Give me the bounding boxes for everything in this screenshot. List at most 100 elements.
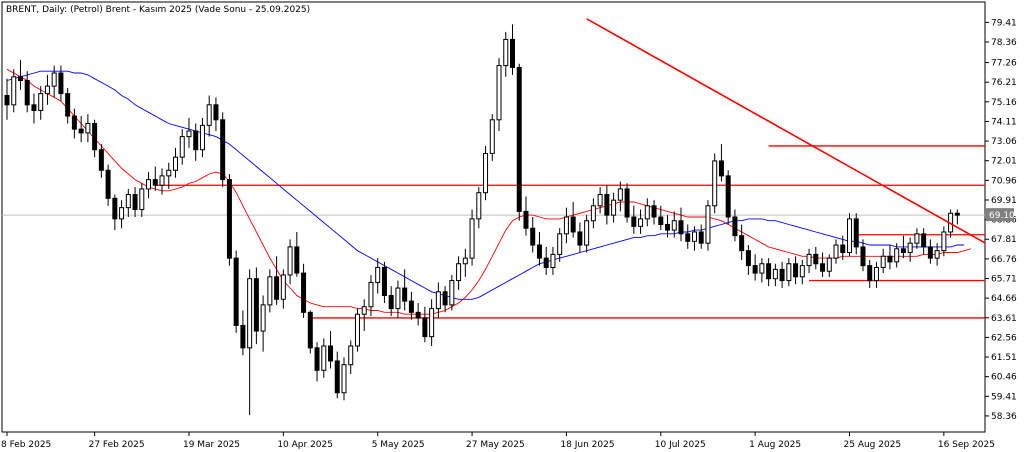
candle-body [456,263,462,282]
y-tick-label: 73.06 [991,137,1017,147]
candle-body [880,255,886,268]
candle-body [611,199,617,216]
candle-body [691,231,697,242]
y-tick-label: 70.96 [991,176,1017,186]
candle-body [321,345,327,371]
candle-body [550,253,556,268]
candle-body [253,278,259,332]
candle-body [678,220,684,235]
candle-body [489,119,495,154]
candle-body [17,76,23,82]
candle-body [287,246,293,276]
candle-body [718,160,724,177]
x-tick-label: 10 Jul 2025 [655,440,706,450]
candle-body [563,216,569,235]
candle-body [853,218,859,248]
x-tick-label: 16 Sep 2025 [938,440,995,450]
candle-body [570,216,576,233]
candle-body [429,308,435,338]
candle-body [766,263,772,280]
candle-body [510,38,515,68]
candle-body [267,276,273,306]
candle-body [65,93,71,117]
candle-body [206,104,212,126]
candle-body [806,253,812,267]
candle-body [92,123,98,151]
y-tick-label: 61.51 [991,353,1017,363]
candle-body [240,324,246,349]
candle-body [112,197,118,220]
current-price-tag [986,208,1014,222]
candle-body [665,223,671,231]
candle-body [557,233,563,255]
candle-body [179,136,185,158]
candle-body [894,248,900,263]
candle-body [233,257,239,326]
candle-body [658,216,664,225]
candle-body [442,291,448,306]
candle-body [152,179,158,186]
candle-body [530,227,536,246]
y-tick-label: 76.21 [991,78,1017,88]
candle-body [173,156,178,171]
y-tick-label: 78.36 [991,38,1017,48]
candle-body [348,345,354,366]
y-tick-label: 79.41 [991,18,1017,28]
candle-body [31,104,37,111]
candle-body [247,278,253,349]
candle-body [860,246,866,267]
candle-body [921,233,927,248]
candle-body [833,244,839,259]
candle-body [597,194,603,207]
y-tick-label: 60.46 [991,373,1017,383]
x-tick-label: 27 May 2025 [466,440,525,450]
candle-body [375,266,381,283]
y-tick-label: 59.41 [991,392,1017,402]
candle-body [651,205,657,218]
candle-body [334,360,340,394]
candle-body [840,244,846,254]
candle-body [213,104,219,121]
candle-body [934,250,940,259]
candle-body [301,272,307,313]
candle-body [274,276,280,300]
x-tick-label: 18 Jun 2025 [560,440,614,450]
candle-body [146,179,152,190]
candle-body [732,216,738,237]
current-price-label: 69.10 [989,211,1015,221]
candle-body [745,250,751,267]
candle-body [226,179,232,259]
candle-body [260,304,266,332]
candle-body [793,263,799,278]
candle-body [799,265,805,278]
y-tick-label: 62.56 [991,333,1017,343]
candle-body [867,265,873,282]
chart-title: BRENT, Daily: (Petrol) Brent - Kasım 202… [6,5,310,15]
candle-body [496,65,502,121]
candle-body [220,119,226,181]
candle-body [78,128,84,134]
candle-body [71,115,77,130]
moving-average-line [6,70,965,300]
candle-body [314,347,320,371]
candle-body [24,80,30,106]
candle-body [759,263,765,274]
candle-body [469,218,475,259]
candle-body [199,124,205,151]
candle-body [820,263,826,272]
candle-body [813,253,819,265]
candle-body [712,160,718,207]
candle-body [638,218,644,227]
candle-body [307,311,313,349]
y-tick-label: 75.16 [991,98,1017,108]
candle-body [705,205,711,244]
y-tick-label: 72.01 [991,157,1017,167]
candle-body [577,231,583,246]
candle-body [125,194,131,209]
candle-body [105,169,111,199]
x-tick-label: 19 Mar 2025 [183,440,240,450]
candle-body [38,93,44,111]
candle-body [435,291,441,310]
candle-body [914,233,920,244]
candle-body [280,274,286,300]
